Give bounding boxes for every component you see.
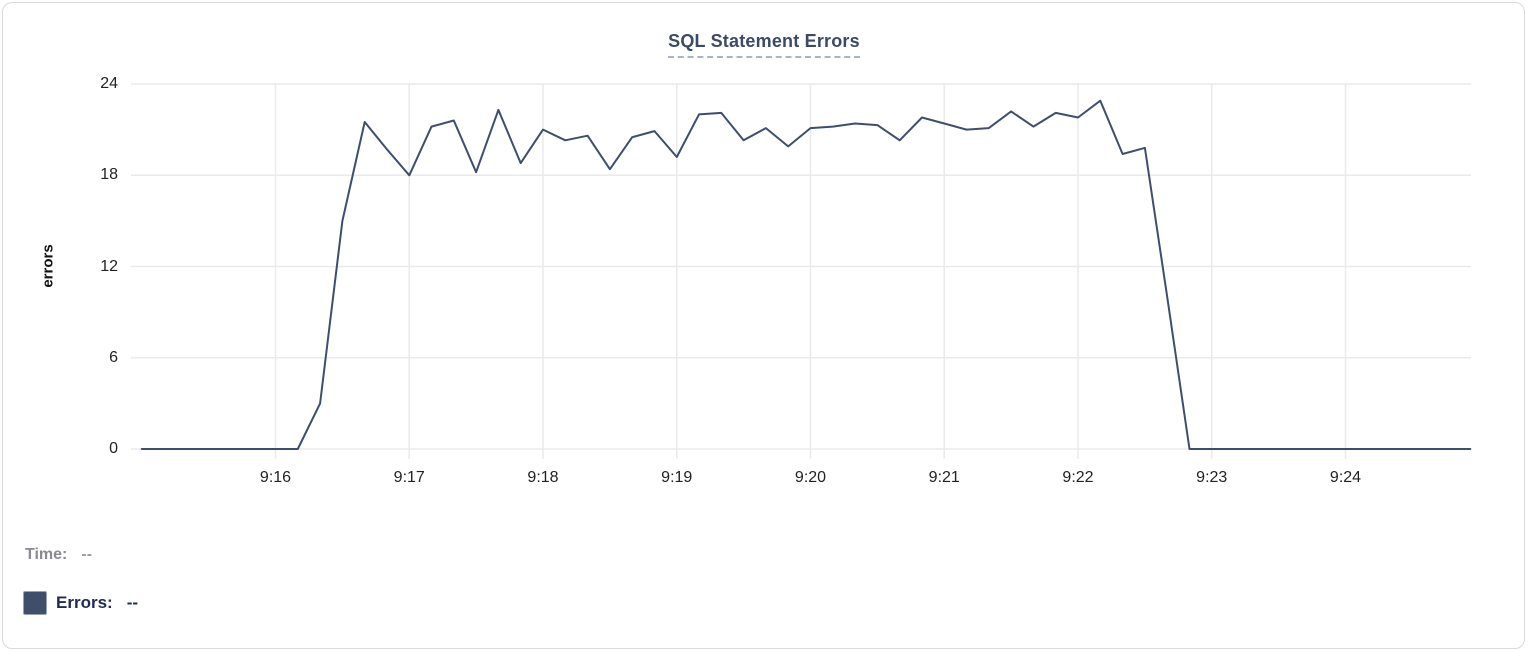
x-axis-tick-label: 9:16	[259, 469, 292, 486]
x-axis-tick-label: 9:23	[1196, 469, 1228, 486]
x-axis-tick-label: 9:20	[794, 469, 827, 486]
y-axis-tick-label: 0	[109, 440, 118, 457]
y-axis-tick-label: 6	[109, 348, 118, 366]
x-axis-tick-label: 9:18	[527, 469, 559, 486]
x-axis-tick-label: 9:22	[1062, 469, 1094, 486]
x-axis-tick-label: 9:17	[393, 469, 425, 486]
y-axis-tick-label: 24	[100, 75, 118, 92]
tooltip-time-label: Time:	[25, 546, 68, 563]
tooltip-time-row: Time: --	[25, 545, 92, 564]
chart-title-row: SQL Statement Errors	[0, 30, 1528, 58]
tooltip-time-value: --	[81, 546, 93, 563]
chart-plot-area[interactable]	[0, 0, 1528, 512]
tooltip-errors-label: Errors:	[56, 593, 113, 612]
chart-title[interactable]: SQL Statement Errors	[668, 30, 860, 58]
errors-series-swatch	[23, 591, 47, 615]
tooltip-errors-value: --	[126, 593, 139, 612]
x-axis-tick-label: 9:24	[1329, 469, 1362, 486]
y-axis-tick-label: 12	[100, 257, 118, 275]
errors-series-line	[140, 99, 1472, 450]
x-axis-tick-label: 9:19	[661, 469, 693, 486]
y-axis-tick-label: 18	[100, 166, 118, 184]
tooltip-errors-row: Errors: --	[23, 591, 138, 615]
x-axis-tick-label: 9:21	[928, 469, 960, 486]
